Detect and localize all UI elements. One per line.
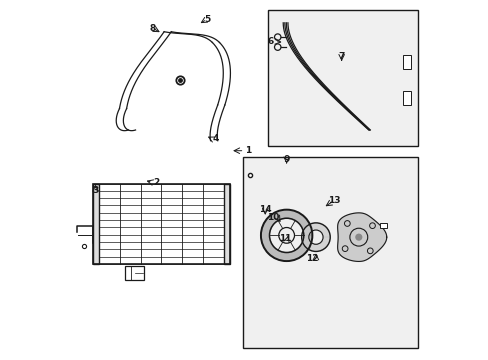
Polygon shape [337, 213, 386, 261]
Bar [242, 157, 417, 348]
Text: 14: 14 [258, 205, 271, 214]
Text: 11: 11 [279, 234, 291, 243]
Circle shape [354, 234, 362, 241]
Text: 2: 2 [153, 178, 159, 187]
Polygon shape [261, 210, 312, 261]
Bar [124, 266, 144, 280]
Text: 9: 9 [283, 155, 289, 164]
Text: 4: 4 [212, 134, 219, 143]
Text: 10: 10 [266, 213, 279, 222]
Text: 6: 6 [266, 37, 273, 46]
Bar [93, 184, 99, 264]
Polygon shape [301, 223, 329, 251]
Text: 7: 7 [338, 52, 344, 61]
Text: 5: 5 [203, 15, 210, 24]
Text: 1: 1 [244, 146, 251, 155]
Text: 13: 13 [327, 196, 340, 205]
Bar [267, 10, 417, 146]
Text: 12: 12 [305, 254, 318, 263]
Text: 8: 8 [149, 24, 156, 33]
Bar [403, 91, 410, 105]
Text: 3: 3 [92, 186, 99, 195]
Bar [379, 222, 386, 228]
Bar [93, 184, 230, 264]
Bar [403, 55, 410, 69]
Bar [224, 184, 230, 264]
